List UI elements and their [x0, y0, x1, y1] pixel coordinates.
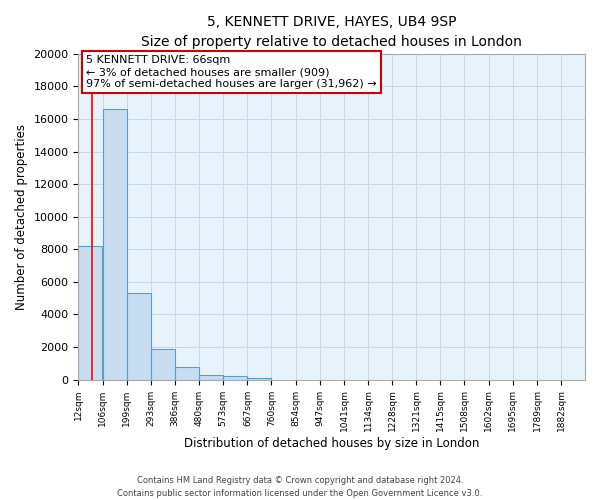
- Bar: [199, 374, 223, 380]
- Text: 5 KENNETT DRIVE: 66sqm
← 3% of detached houses are smaller (909)
97% of semi-det: 5 KENNETT DRIVE: 66sqm ← 3% of detached …: [86, 56, 377, 88]
- Bar: [151, 350, 175, 380]
- Bar: [175, 368, 199, 380]
- Bar: [223, 376, 247, 380]
- X-axis label: Distribution of detached houses by size in London: Distribution of detached houses by size …: [184, 437, 479, 450]
- Bar: [79, 246, 103, 380]
- Title: 5, KENNETT DRIVE, HAYES, UB4 9SP
Size of property relative to detached houses in: 5, KENNETT DRIVE, HAYES, UB4 9SP Size of…: [141, 15, 522, 48]
- Text: Contains HM Land Registry data © Crown copyright and database right 2024.
Contai: Contains HM Land Registry data © Crown c…: [118, 476, 482, 498]
- Bar: [247, 378, 271, 380]
- Bar: [127, 294, 151, 380]
- Y-axis label: Number of detached properties: Number of detached properties: [15, 124, 28, 310]
- Bar: [103, 109, 127, 380]
